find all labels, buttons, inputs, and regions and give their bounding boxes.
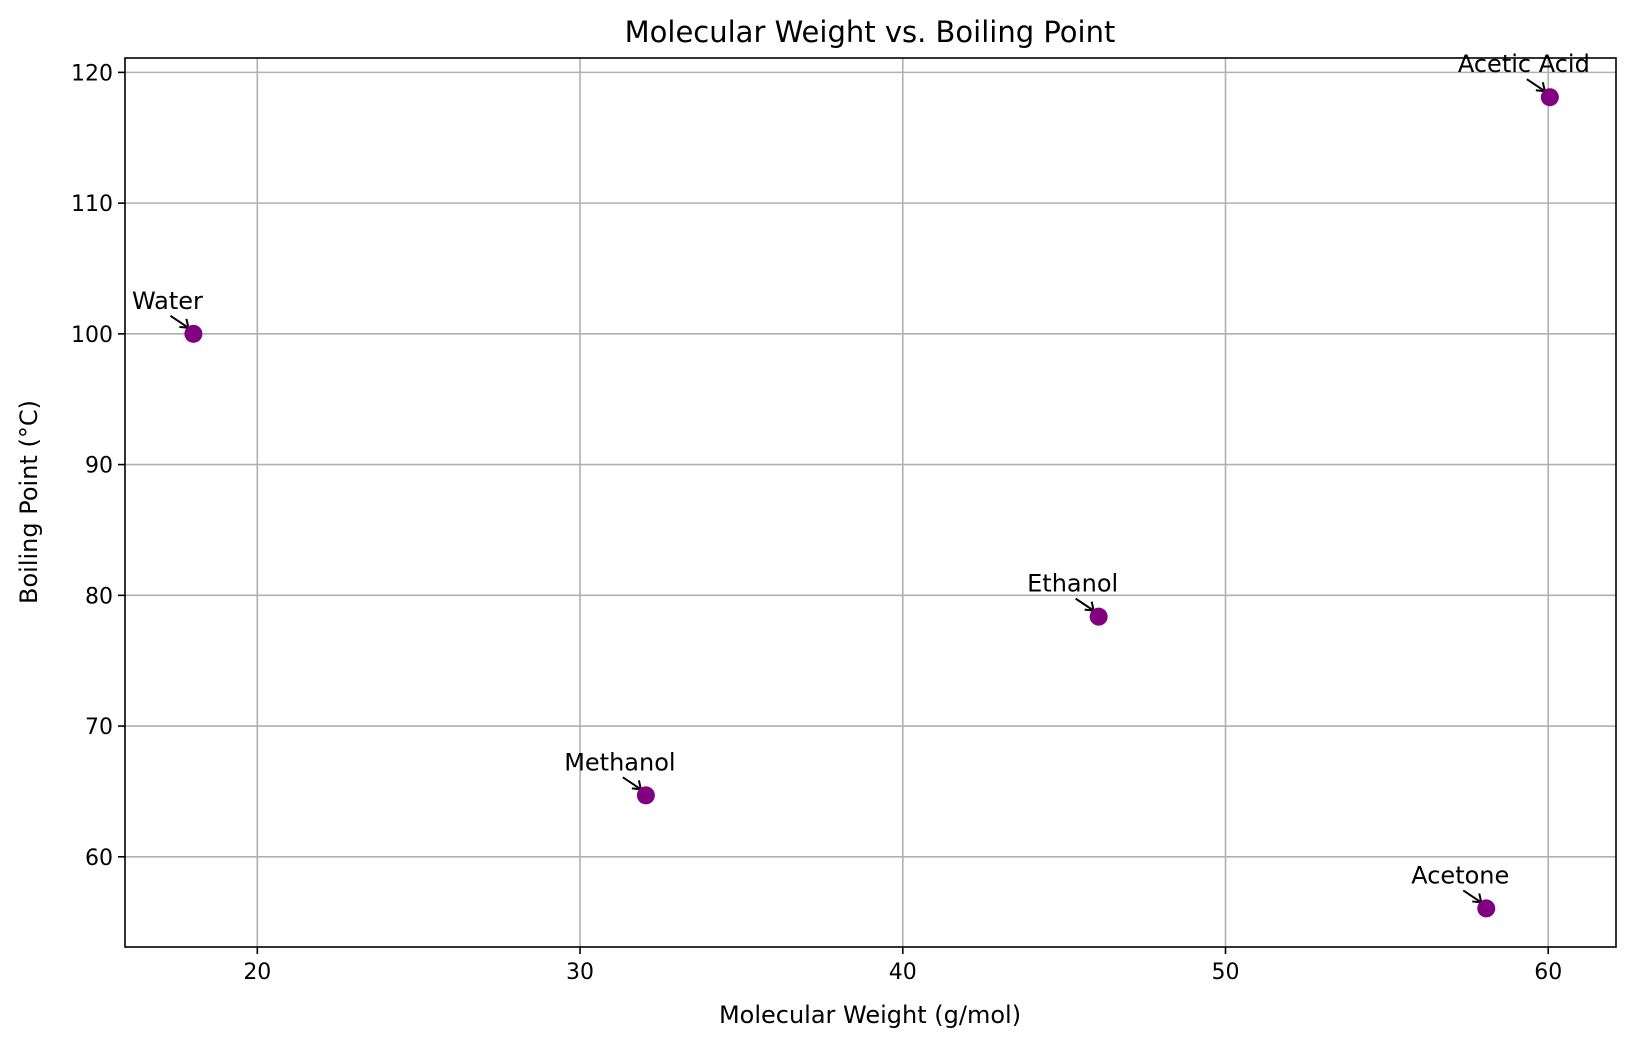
point-label: Methanol — [564, 748, 675, 776]
y-tick-label: 60 — [85, 846, 113, 871]
annotation-arrow — [622, 776, 642, 791]
x-tick-label: 20 — [243, 960, 271, 985]
data-point — [1540, 88, 1559, 107]
point-label: Acetone — [1411, 861, 1509, 889]
point-label: Water — [132, 287, 203, 315]
y-tick-label: 80 — [85, 584, 113, 609]
y-tick-label: 120 — [71, 61, 113, 86]
y-tick-label: 70 — [85, 715, 113, 740]
y-tick-label: 100 — [71, 323, 113, 348]
y-axis-label: Boiling Point (°C) — [15, 400, 43, 604]
grid-lines — [125, 58, 1616, 947]
x-tick-label: 40 — [889, 960, 917, 985]
x-axis-label: Molecular Weight (g/mol) — [719, 1001, 1021, 1029]
x-tick-label: 60 — [1534, 960, 1562, 985]
data-point — [636, 786, 655, 805]
annotation-arrow — [169, 315, 189, 329]
data-point — [1477, 899, 1496, 918]
point-annotations: Water Methanol Ethanol Acetone Acetic Acid — [132, 50, 1590, 904]
x-tick-label: 50 — [1212, 960, 1240, 985]
y-axis-ticks: 60 70 80 90 100 110 120 — [71, 61, 125, 871]
y-tick-label: 110 — [71, 192, 113, 217]
x-axis-ticks: 20 30 40 50 60 — [243, 947, 1562, 985]
data-points — [184, 88, 1559, 918]
annotation-arrow — [1526, 78, 1546, 93]
point-label: Ethanol — [1027, 570, 1118, 598]
plot-frame — [124, 57, 1617, 948]
data-point — [1089, 607, 1108, 626]
y-tick-label: 90 — [85, 454, 113, 479]
chart-title: Molecular Weight vs. Boiling Point — [625, 15, 1116, 49]
point-label: Acetic Acid — [1458, 50, 1590, 78]
data-point — [184, 324, 203, 343]
annotation-arrow — [1075, 597, 1095, 612]
x-tick-label: 30 — [566, 960, 594, 985]
annotation-arrow — [1462, 889, 1482, 904]
